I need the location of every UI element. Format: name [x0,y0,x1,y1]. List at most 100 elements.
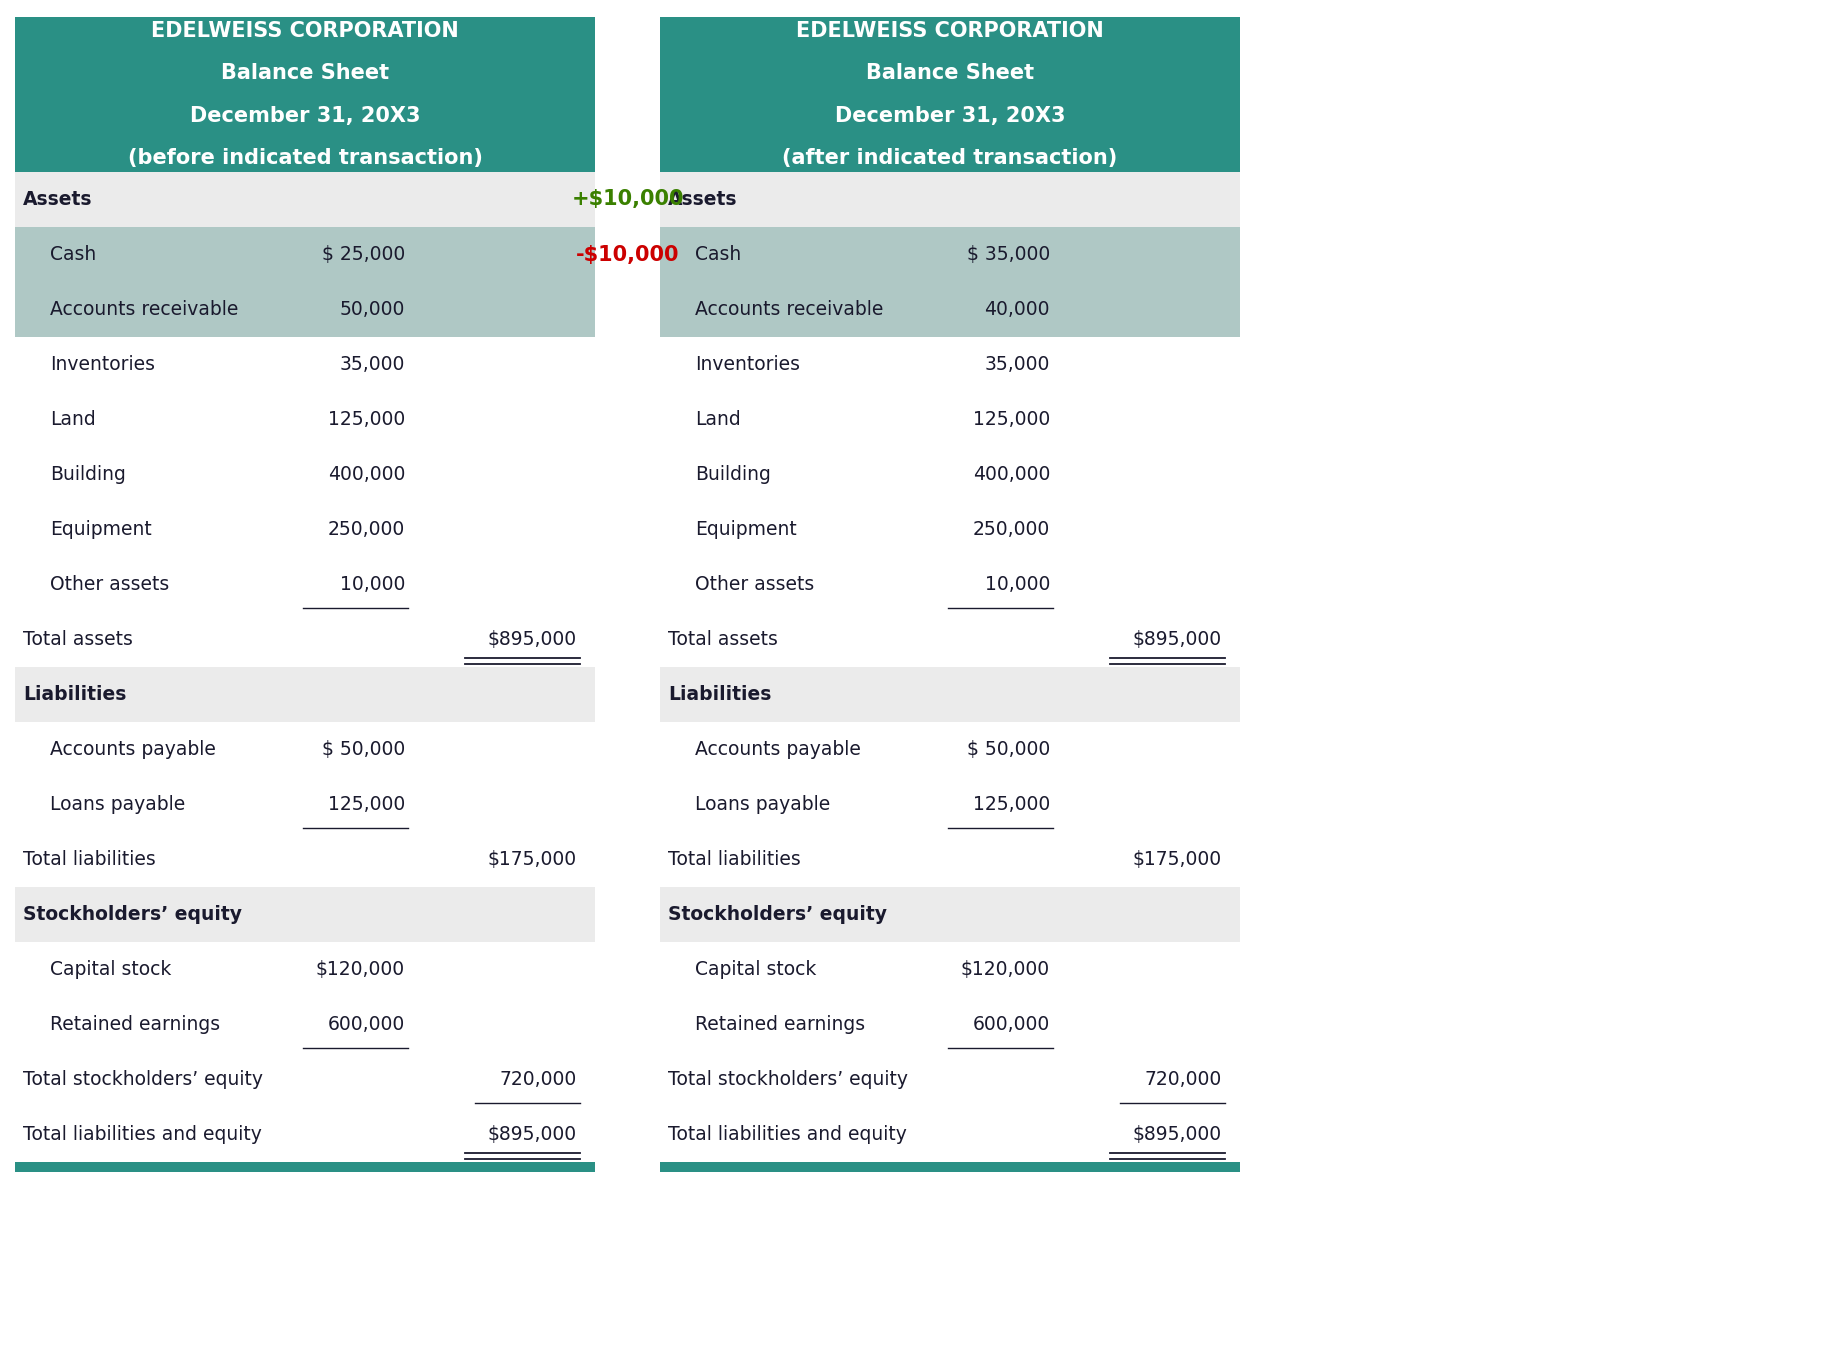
Bar [660,16,1240,172]
Bar [660,338,1240,392]
Text: Assets: Assets [24,189,92,209]
Bar [15,1107,595,1162]
Text: Building: Building [694,465,771,484]
Text: Accounts receivable: Accounts receivable [694,300,883,320]
Text: Loans payable: Loans payable [694,794,830,814]
Text: 35,000: 35,000 [984,355,1050,375]
Text: Capital stock: Capital stock [49,960,172,980]
Bar [15,997,595,1052]
Text: December 31, 20X3: December 31, 20X3 [191,106,420,126]
Text: 720,000: 720,000 [1145,1070,1222,1089]
Bar [15,502,595,557]
Text: Total liabilities and equity: Total liabilities and equity [24,1125,262,1144]
Text: Balance Sheet: Balance Sheet [222,63,388,84]
Text: Cash: Cash [49,246,97,263]
Text: Total liabilities: Total liabilities [669,851,801,868]
Text: $ 50,000: $ 50,000 [967,740,1050,759]
Text: 35,000: 35,000 [339,355,405,375]
Text: 400,000: 400,000 [973,465,1050,484]
Text: Stockholders’ equity: Stockholders’ equity [669,906,887,923]
Text: $895,000: $895,000 [487,630,577,649]
Text: (before indicated transaction): (before indicated transaction) [128,148,482,167]
Text: Balance Sheet: Balance Sheet [867,63,1033,84]
Text: Accounts receivable: Accounts receivable [49,300,238,320]
Text: 720,000: 720,000 [500,1070,577,1089]
Bar [15,338,595,392]
Text: Assets: Assets [669,189,738,209]
Bar [15,1052,595,1107]
Text: $ 35,000: $ 35,000 [967,246,1050,263]
Text: 10,000: 10,000 [984,575,1050,594]
Text: Inventories: Inventories [49,355,156,375]
Text: $895,000: $895,000 [1132,1125,1222,1144]
Text: 250,000: 250,000 [973,520,1050,539]
Text: $ 25,000: $ 25,000 [322,246,405,263]
Text: Capital stock: Capital stock [694,960,817,980]
Text: Building: Building [49,465,126,484]
Bar [15,557,595,612]
Bar [15,283,595,338]
Bar [15,777,595,831]
Text: Accounts payable: Accounts payable [49,740,216,759]
Text: (after indicated transaction): (after indicated transaction) [782,148,1118,167]
Text: Inventories: Inventories [694,355,801,375]
Text: Liabilities: Liabilities [669,685,771,704]
Text: $895,000: $895,000 [487,1125,577,1144]
Text: EDELWEISS CORPORATION: EDELWEISS CORPORATION [797,21,1105,41]
Bar [660,502,1240,557]
Bar [15,392,595,447]
Text: Total liabilities: Total liabilities [24,851,156,868]
Bar [660,777,1240,831]
Bar [15,1162,595,1172]
Bar [660,1107,1240,1162]
Bar [660,831,1240,888]
Bar [660,392,1240,447]
Bar [15,447,595,502]
Text: Land: Land [49,410,95,429]
Text: $895,000: $895,000 [1132,630,1222,649]
Bar [660,1052,1240,1107]
Bar [15,722,595,777]
Bar [660,172,1240,226]
Bar [15,16,595,172]
Text: 400,000: 400,000 [328,465,405,484]
Text: 125,000: 125,000 [973,410,1050,429]
Text: Equipment: Equipment [694,520,797,539]
Bar [660,997,1240,1052]
Text: Stockholders’ equity: Stockholders’ equity [24,906,242,923]
Text: 125,000: 125,000 [328,794,405,814]
Text: Land: Land [694,410,740,429]
Bar [15,888,595,943]
Text: 125,000: 125,000 [973,794,1050,814]
Bar [15,831,595,888]
Bar [660,283,1240,338]
Bar [15,943,595,997]
Text: Retained earnings: Retained earnings [49,1015,220,1034]
Text: Total stockholders’ equity: Total stockholders’ equity [669,1070,909,1089]
Text: December 31, 20X3: December 31, 20X3 [835,106,1064,126]
Bar [660,943,1240,997]
Text: $175,000: $175,000 [487,851,577,868]
Text: 600,000: 600,000 [973,1015,1050,1034]
Text: 50,000: 50,000 [339,300,405,320]
Text: Other assets: Other assets [49,575,169,594]
Bar [660,557,1240,612]
Bar [660,612,1240,667]
Text: Total assets: Total assets [669,630,779,649]
Text: 10,000: 10,000 [339,575,405,594]
Text: Accounts payable: Accounts payable [694,740,861,759]
Bar [15,226,595,283]
Text: Total stockholders’ equity: Total stockholders’ equity [24,1070,264,1089]
Text: Total assets: Total assets [24,630,134,649]
Text: $ 50,000: $ 50,000 [322,740,405,759]
Bar [660,447,1240,502]
Text: Liabilities: Liabilities [24,685,126,704]
Bar [660,722,1240,777]
Text: Cash: Cash [694,246,742,263]
Text: Loans payable: Loans payable [49,794,185,814]
Text: $120,000: $120,000 [315,960,405,980]
Bar [660,888,1240,943]
Text: EDELWEISS CORPORATION: EDELWEISS CORPORATION [150,21,458,41]
Bar [660,667,1240,722]
Bar [15,172,595,226]
